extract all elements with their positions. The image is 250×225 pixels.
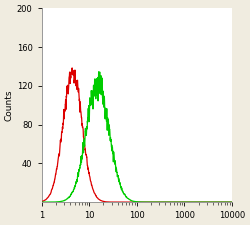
Y-axis label: Counts: Counts	[5, 90, 14, 121]
